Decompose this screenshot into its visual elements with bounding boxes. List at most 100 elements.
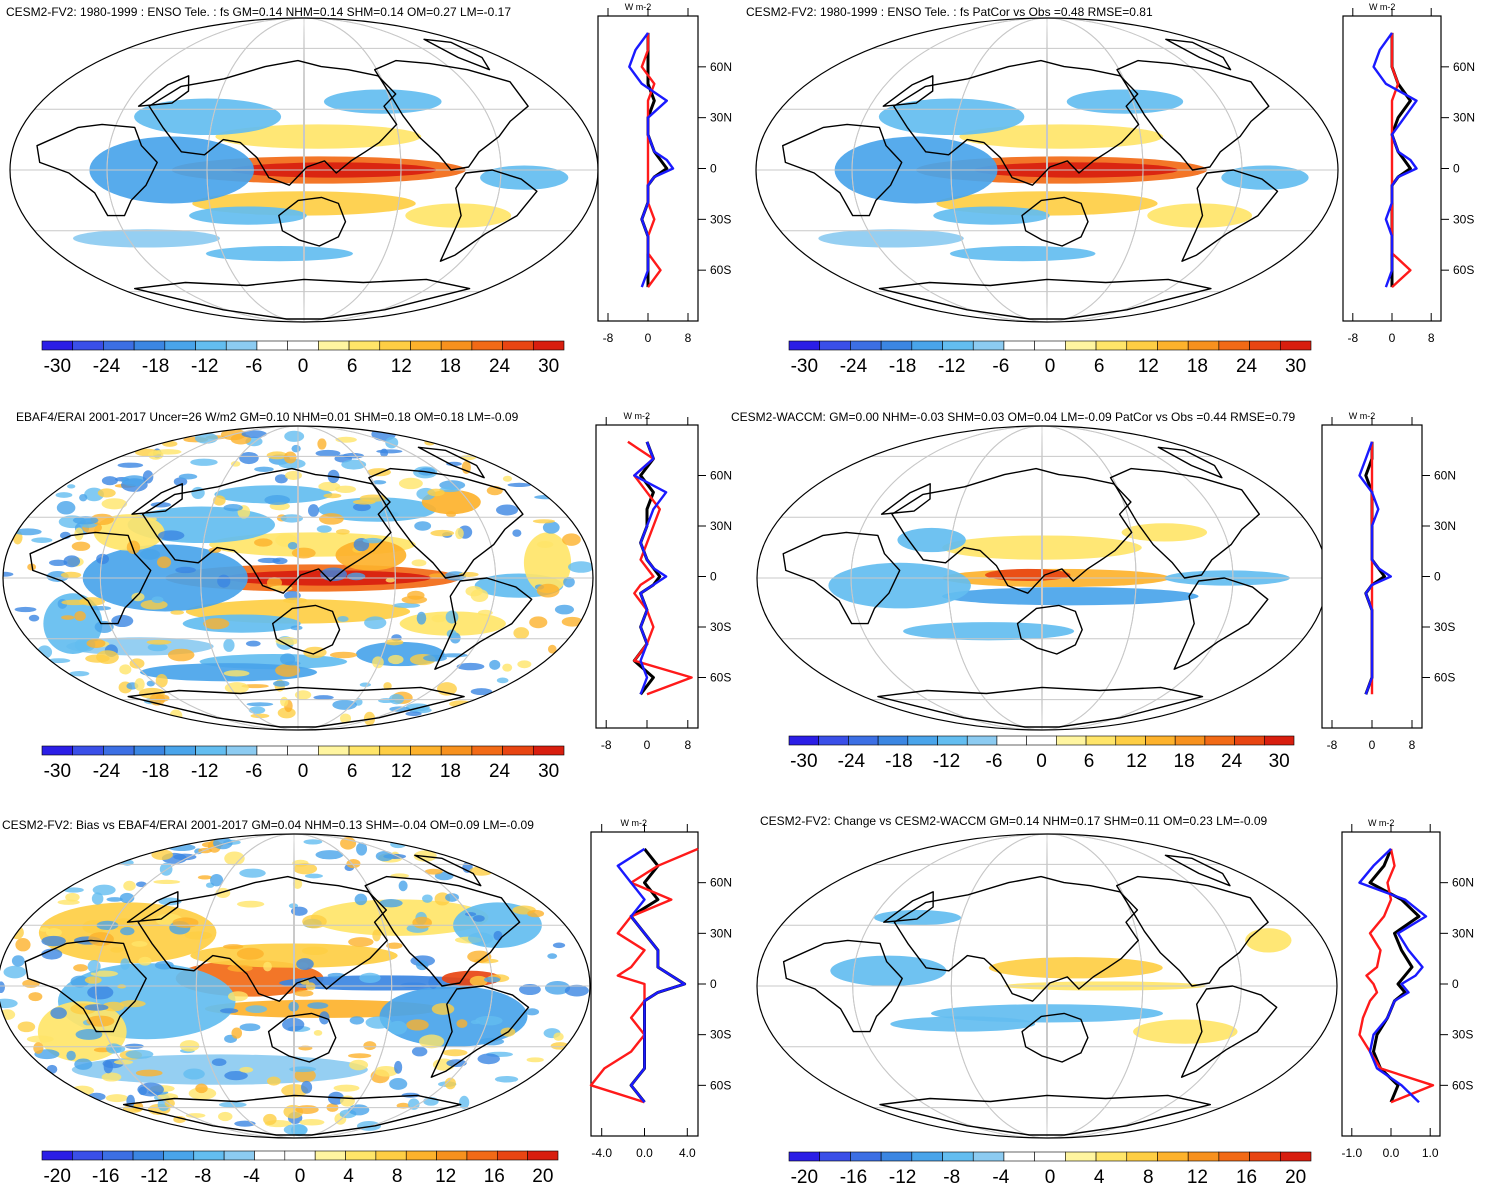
anomaly-speckle (219, 1008, 239, 1014)
anomaly-speckle (502, 663, 513, 672)
colorbar-tick-label: -6 (986, 751, 1003, 772)
north-america-coast (1116, 59, 1270, 171)
map-border (0, 833, 591, 1139)
anomaly-speckle (87, 985, 114, 1000)
zonal-series-ocean (1372, 32, 1418, 288)
anomaly-speckle (148, 450, 164, 460)
anomaly-speckle (97, 488, 116, 498)
anomaly-region (949, 246, 1096, 262)
anomaly-speckle (120, 958, 130, 970)
anomaly-speckle (167, 648, 195, 662)
anomaly-speckle (318, 481, 341, 492)
anomaly-speckle (266, 451, 288, 460)
colorbar-tick-label: 0 (1036, 751, 1047, 772)
colorbar-swatch (193, 1150, 225, 1161)
longitude-gridline (850, 426, 1234, 730)
anomaly-speckle (554, 604, 575, 615)
colorbar-swatch (1065, 340, 1097, 351)
zonal-unit-label: W m-2 (625, 2, 652, 12)
anomaly-speckle (526, 1057, 544, 1063)
x-tick-label: 0 (1369, 738, 1376, 752)
colorbar-swatch (41, 340, 74, 351)
anomaly-speckle (63, 887, 84, 893)
anomaly-speckle (398, 880, 408, 892)
colorbar-swatch (72, 340, 104, 351)
colorbar-swatch (41, 745, 74, 756)
anomaly-speckle (472, 915, 485, 922)
anomaly-speckle (363, 1041, 377, 1051)
colorbar-tick-label: 30 (1269, 751, 1290, 772)
anomaly-region (828, 562, 971, 609)
anomaly-speckle (155, 674, 168, 688)
colorbar-swatch (225, 340, 258, 351)
anomaly-region (214, 485, 333, 504)
anomaly-speckle (224, 851, 245, 866)
anomaly-speckle (414, 521, 432, 531)
colorbar-tick-label: 20 (1285, 1167, 1306, 1187)
anomaly-speckle (502, 475, 513, 482)
colorbar-swatch (527, 1150, 559, 1161)
anomaly-region (1221, 165, 1309, 190)
y-tick-label: 30S (710, 1028, 731, 1042)
panel-p3: EBAF4/ERAI 2001-2017 Uncer=26 W/m2 GM=0.… (2, 410, 732, 782)
colorbar-tick-label: -4 (992, 1167, 1009, 1187)
anomaly-speckle (195, 1083, 208, 1094)
anomaly-speckle (86, 638, 106, 649)
anomaly-speckle (294, 990, 314, 997)
anomaly-speckle (211, 1058, 227, 1066)
anomaly-speckle (394, 1060, 403, 1074)
antarctica-coast (877, 686, 1204, 728)
panel-p6: CESM2-FV2: Change vs CESM2-WACCM GM=0.14… (756, 814, 1474, 1187)
anomaly-speckle (264, 494, 291, 506)
anomaly-speckle (147, 643, 168, 652)
anomaly-speckle (428, 975, 439, 989)
australia-coast (267, 1012, 337, 1063)
anomaly-speckle (383, 682, 392, 691)
y-tick-label: 60N (1452, 876, 1474, 890)
anomaly-speckle (507, 482, 532, 488)
asia-coast (891, 467, 1133, 594)
anomaly-speckle (431, 1003, 455, 1015)
anomaly-speckle (203, 618, 230, 630)
anomaly-speckle (513, 627, 530, 640)
longitude-gridline (99, 426, 497, 730)
africa-coast (29, 531, 152, 625)
anomaly-speckle (496, 677, 509, 684)
anomaly-speckle (290, 1124, 308, 1137)
anomaly-speckle (103, 1060, 114, 1074)
anomaly-speckle (131, 592, 145, 602)
colorbar-tick-label: 0 (1045, 1167, 1056, 1187)
colorbar-swatch (1115, 735, 1146, 746)
anomaly-speckle (47, 658, 71, 664)
australia-coast (1021, 1012, 1089, 1063)
anomaly-speckle (138, 956, 152, 966)
anomaly-speckle (477, 609, 493, 616)
europe-coast (126, 891, 179, 923)
colorbar-tick-label: -12 (191, 356, 218, 377)
anomaly-speckle (14, 606, 37, 613)
colorbar-swatch (287, 340, 319, 351)
colorbar-swatch (1034, 1151, 1066, 1162)
colorbar-swatch (348, 340, 381, 351)
anomaly-speckle (158, 897, 182, 906)
colorbar-tick-label: 30 (538, 761, 559, 782)
anomaly-speckle (136, 881, 147, 888)
antarctica-coast (134, 278, 471, 320)
panel-title: CESM2-FV2: Bias vs EBAF4/ERAI 2001-2017 … (2, 818, 534, 832)
anomaly-speckle (389, 1077, 408, 1090)
colorbar-swatch (819, 1151, 851, 1162)
longitude-gridline (947, 426, 1137, 730)
colorbar-tick-label: -18 (142, 761, 169, 782)
anomaly-speckle (364, 616, 387, 630)
anomaly-speckle (371, 480, 387, 485)
zonal-mean-plot: -8 0 8 60N 30N 0 30S 60S W m-2 (1342, 2, 1475, 345)
anomaly-speckle (469, 975, 488, 987)
y-tick-label: 60S (1452, 1078, 1473, 1092)
anomaly-speckle (301, 1080, 313, 1094)
anomaly-speckle (146, 680, 155, 687)
anomaly-speckle (155, 694, 170, 702)
colorbar-swatch (471, 340, 503, 351)
colorbar-tick-label: -12 (191, 761, 218, 782)
y-tick-label: 60S (710, 1078, 731, 1092)
anomaly-speckle (117, 462, 144, 468)
